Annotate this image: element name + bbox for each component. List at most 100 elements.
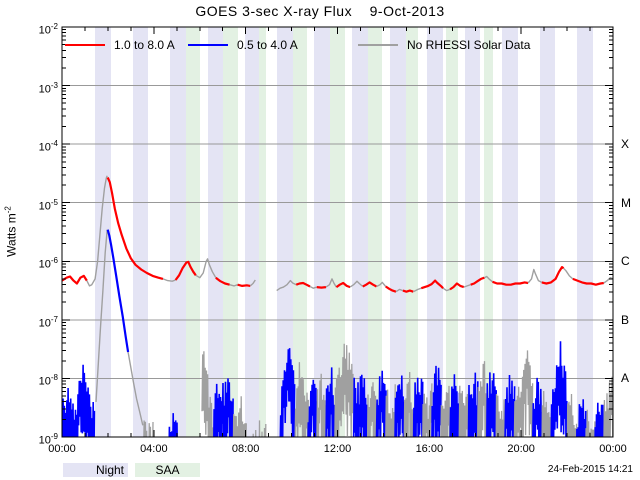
flux-noise-segment: [232, 396, 247, 437]
axes: [61, 26, 614, 438]
night-band: [169, 27, 186, 437]
flux-line-segment: [527, 268, 543, 284]
flux-line-segment: [349, 280, 364, 288]
flux-line-segment: [335, 281, 351, 289]
legend-line-short-channel: [188, 43, 228, 46]
flux-noise-segment: [513, 350, 534, 437]
flux-line-segment: [249, 279, 256, 287]
y-tick-label: 10-7: [38, 314, 58, 330]
gridlines: [62, 85, 613, 379]
legend-label-long-channel: 1.0 to 8.0 A: [114, 38, 175, 52]
saa-band: [185, 27, 200, 437]
night-band: [276, 27, 293, 437]
night-band: [427, 27, 444, 437]
flux-noise-segment: [486, 372, 497, 437]
night-band: [576, 27, 594, 437]
night-band: [539, 27, 555, 437]
flux-noise-segment: [495, 393, 507, 437]
chart-title: GOES 3-sec X-ray Flux 9-Oct-2013: [195, 3, 445, 19]
legend-label-short-channel: 0.5 to 4.0 A: [237, 38, 298, 52]
flux-noise-segment: [325, 367, 335, 437]
saa-band: [329, 27, 346, 437]
flux-noise-segment: [412, 377, 424, 437]
x-tick-label: 04:00: [140, 443, 168, 455]
saa-band: [483, 27, 493, 437]
flux-noise-segment: [566, 393, 578, 437]
y-axis-title: Watts m-2: [4, 187, 19, 277]
x-tick-label: 20:00: [507, 443, 535, 455]
flux-line-segment: [484, 275, 493, 283]
flux-noise-segment: [201, 351, 214, 437]
flux-line-segment: [62, 274, 88, 285]
flux-noise-segment: [449, 374, 461, 437]
saa-legend-swatch: SAA: [135, 463, 200, 477]
x-tick-label: 00:00: [599, 443, 627, 455]
orbit-bands: [95, 27, 594, 437]
data-series: [62, 175, 613, 437]
flux-line-segment: [442, 287, 451, 292]
flux-noise-segment: [213, 378, 234, 437]
night-band: [208, 27, 223, 437]
flux-line-segment: [229, 284, 238, 287]
saa-legend-label: SAA: [155, 463, 180, 477]
flux-noise-segment: [504, 374, 516, 437]
flux-noise-segment: [71, 364, 96, 437]
night-band: [244, 27, 259, 437]
night-legend-label: Night: [95, 463, 124, 477]
flux-line-segment: [95, 229, 108, 402]
flux-line-segment: [309, 285, 318, 289]
flux-noise-segment: [366, 382, 378, 437]
legend-label-no-rhessi: No RHESSI Solar Data: [407, 38, 531, 52]
flux-line-segment: [174, 260, 197, 281]
flux-noise-segment: [431, 365, 442, 437]
flux-noise-segment: [307, 379, 318, 437]
flux-noise-segment: [294, 362, 309, 437]
flux-noise-segment: [316, 373, 327, 437]
legend-item-long-channel: 1.0 to 8.0 A: [65, 39, 175, 52]
saa-band: [258, 27, 267, 437]
flux-noise-segment: [375, 370, 387, 437]
flux-line-segment: [449, 282, 465, 291]
legend-line-long-channel: [65, 43, 105, 46]
plot-timestamp: 24-Feb-2015 14:21: [547, 464, 633, 475]
flux-noise-segment: [422, 383, 433, 437]
flux-line-segment: [385, 285, 397, 293]
flux-line-segment: [316, 286, 327, 289]
night-band: [351, 27, 369, 437]
legend-line-no-rhessi: [358, 43, 398, 46]
flux-line-segment: [325, 278, 337, 288]
flux-line-segment: [402, 289, 414, 293]
flux-noise-segment: [532, 377, 543, 437]
flux-line-segment: [541, 266, 565, 285]
flux-line-segment: [276, 279, 297, 292]
flux-noise-segment: [352, 374, 368, 437]
night-band: [501, 27, 518, 437]
flux-line-segment: [106, 229, 130, 353]
y-tick-label: 10-2: [38, 22, 58, 37]
flux-line-segment: [420, 279, 444, 290]
flare-class-label-b: B: [621, 312, 630, 327]
flux-noise-segment: [394, 375, 406, 437]
flux-noise-segment: [385, 384, 396, 437]
flux-line-segment: [412, 287, 422, 293]
y-tick-label: 10-8: [38, 373, 58, 389]
flux-noise-segment: [541, 390, 552, 437]
y-tick-label: 10-3: [38, 80, 58, 96]
saa-band: [368, 27, 383, 437]
flux-noise-segment: [477, 361, 488, 437]
flux-line-segment: [492, 280, 529, 286]
flux-line-segment: [295, 281, 311, 288]
flux-line-segment: [463, 284, 471, 288]
x-tick-label: 08:00: [231, 443, 260, 455]
flux-line-segment: [237, 283, 251, 287]
flare-class-label-x: X: [621, 137, 630, 152]
flare-class-label-a: A: [621, 371, 630, 386]
night-band: [464, 27, 481, 437]
y-axis-title-text: Watts m: [4, 213, 19, 257]
legend-item-short-channel: 0.5 to 4.0 A: [188, 39, 298, 52]
night-band: [132, 27, 149, 437]
flux-line-segment: [563, 267, 574, 280]
legend-item-no-rhessi: No RHESSI Solar Data: [358, 39, 530, 52]
